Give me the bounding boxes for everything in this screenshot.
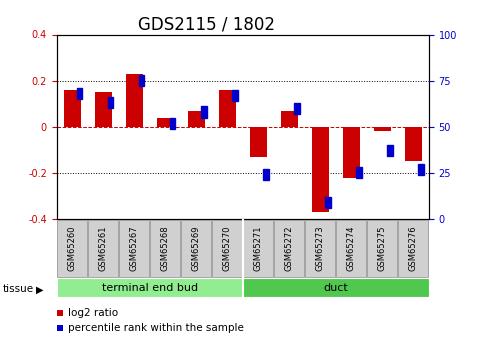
Bar	[281, 111, 298, 127]
FancyBboxPatch shape	[212, 220, 242, 277]
FancyBboxPatch shape	[243, 278, 428, 297]
Text: GSM65275: GSM65275	[378, 226, 387, 271]
Bar	[387, 145, 392, 156]
Text: GSM65272: GSM65272	[285, 226, 294, 271]
Bar	[374, 127, 391, 131]
Text: log2 ratio: log2 ratio	[68, 308, 118, 318]
Bar	[188, 111, 205, 127]
Bar	[250, 127, 267, 157]
Bar	[325, 197, 331, 208]
FancyBboxPatch shape	[181, 220, 211, 277]
Text: percentile rank within the sample: percentile rank within the sample	[68, 323, 244, 333]
Bar	[356, 167, 361, 178]
FancyBboxPatch shape	[367, 220, 397, 277]
Bar	[294, 103, 300, 114]
Text: ▶: ▶	[36, 285, 43, 295]
FancyBboxPatch shape	[57, 278, 243, 297]
FancyBboxPatch shape	[119, 220, 149, 277]
Bar	[170, 118, 176, 129]
Bar	[219, 90, 236, 127]
Bar	[64, 90, 81, 127]
Bar	[418, 164, 423, 175]
FancyBboxPatch shape	[274, 220, 304, 277]
Text: GSM65271: GSM65271	[254, 226, 263, 271]
Bar	[126, 74, 143, 127]
FancyBboxPatch shape	[336, 220, 366, 277]
FancyBboxPatch shape	[88, 220, 118, 277]
Bar	[157, 118, 174, 127]
Bar	[232, 90, 238, 101]
Bar	[108, 97, 113, 108]
Text: GSM65261: GSM65261	[99, 226, 108, 271]
FancyBboxPatch shape	[243, 220, 273, 277]
Text: tissue: tissue	[2, 284, 34, 294]
FancyBboxPatch shape	[57, 220, 87, 277]
Bar	[201, 107, 207, 118]
Text: duct: duct	[323, 283, 348, 293]
FancyBboxPatch shape	[398, 220, 428, 277]
Bar	[139, 75, 144, 86]
Text: GSM65269: GSM65269	[192, 226, 201, 271]
Bar	[343, 127, 360, 178]
Bar	[77, 88, 82, 99]
Text: GSM65273: GSM65273	[316, 226, 325, 271]
Text: GSM65274: GSM65274	[347, 226, 356, 271]
Bar	[95, 92, 112, 127]
Bar	[405, 127, 422, 161]
Text: GSM65276: GSM65276	[409, 226, 418, 271]
FancyBboxPatch shape	[150, 220, 180, 277]
Text: GDS2115 / 1802: GDS2115 / 1802	[138, 16, 275, 33]
Text: GSM65267: GSM65267	[130, 226, 139, 271]
Bar	[263, 169, 269, 180]
Text: GSM65260: GSM65260	[68, 226, 77, 271]
Bar	[312, 127, 329, 212]
Text: GSM65270: GSM65270	[223, 226, 232, 271]
Text: GSM65268: GSM65268	[161, 226, 170, 271]
Text: terminal end bud: terminal end bud	[102, 283, 198, 293]
FancyBboxPatch shape	[305, 220, 335, 277]
